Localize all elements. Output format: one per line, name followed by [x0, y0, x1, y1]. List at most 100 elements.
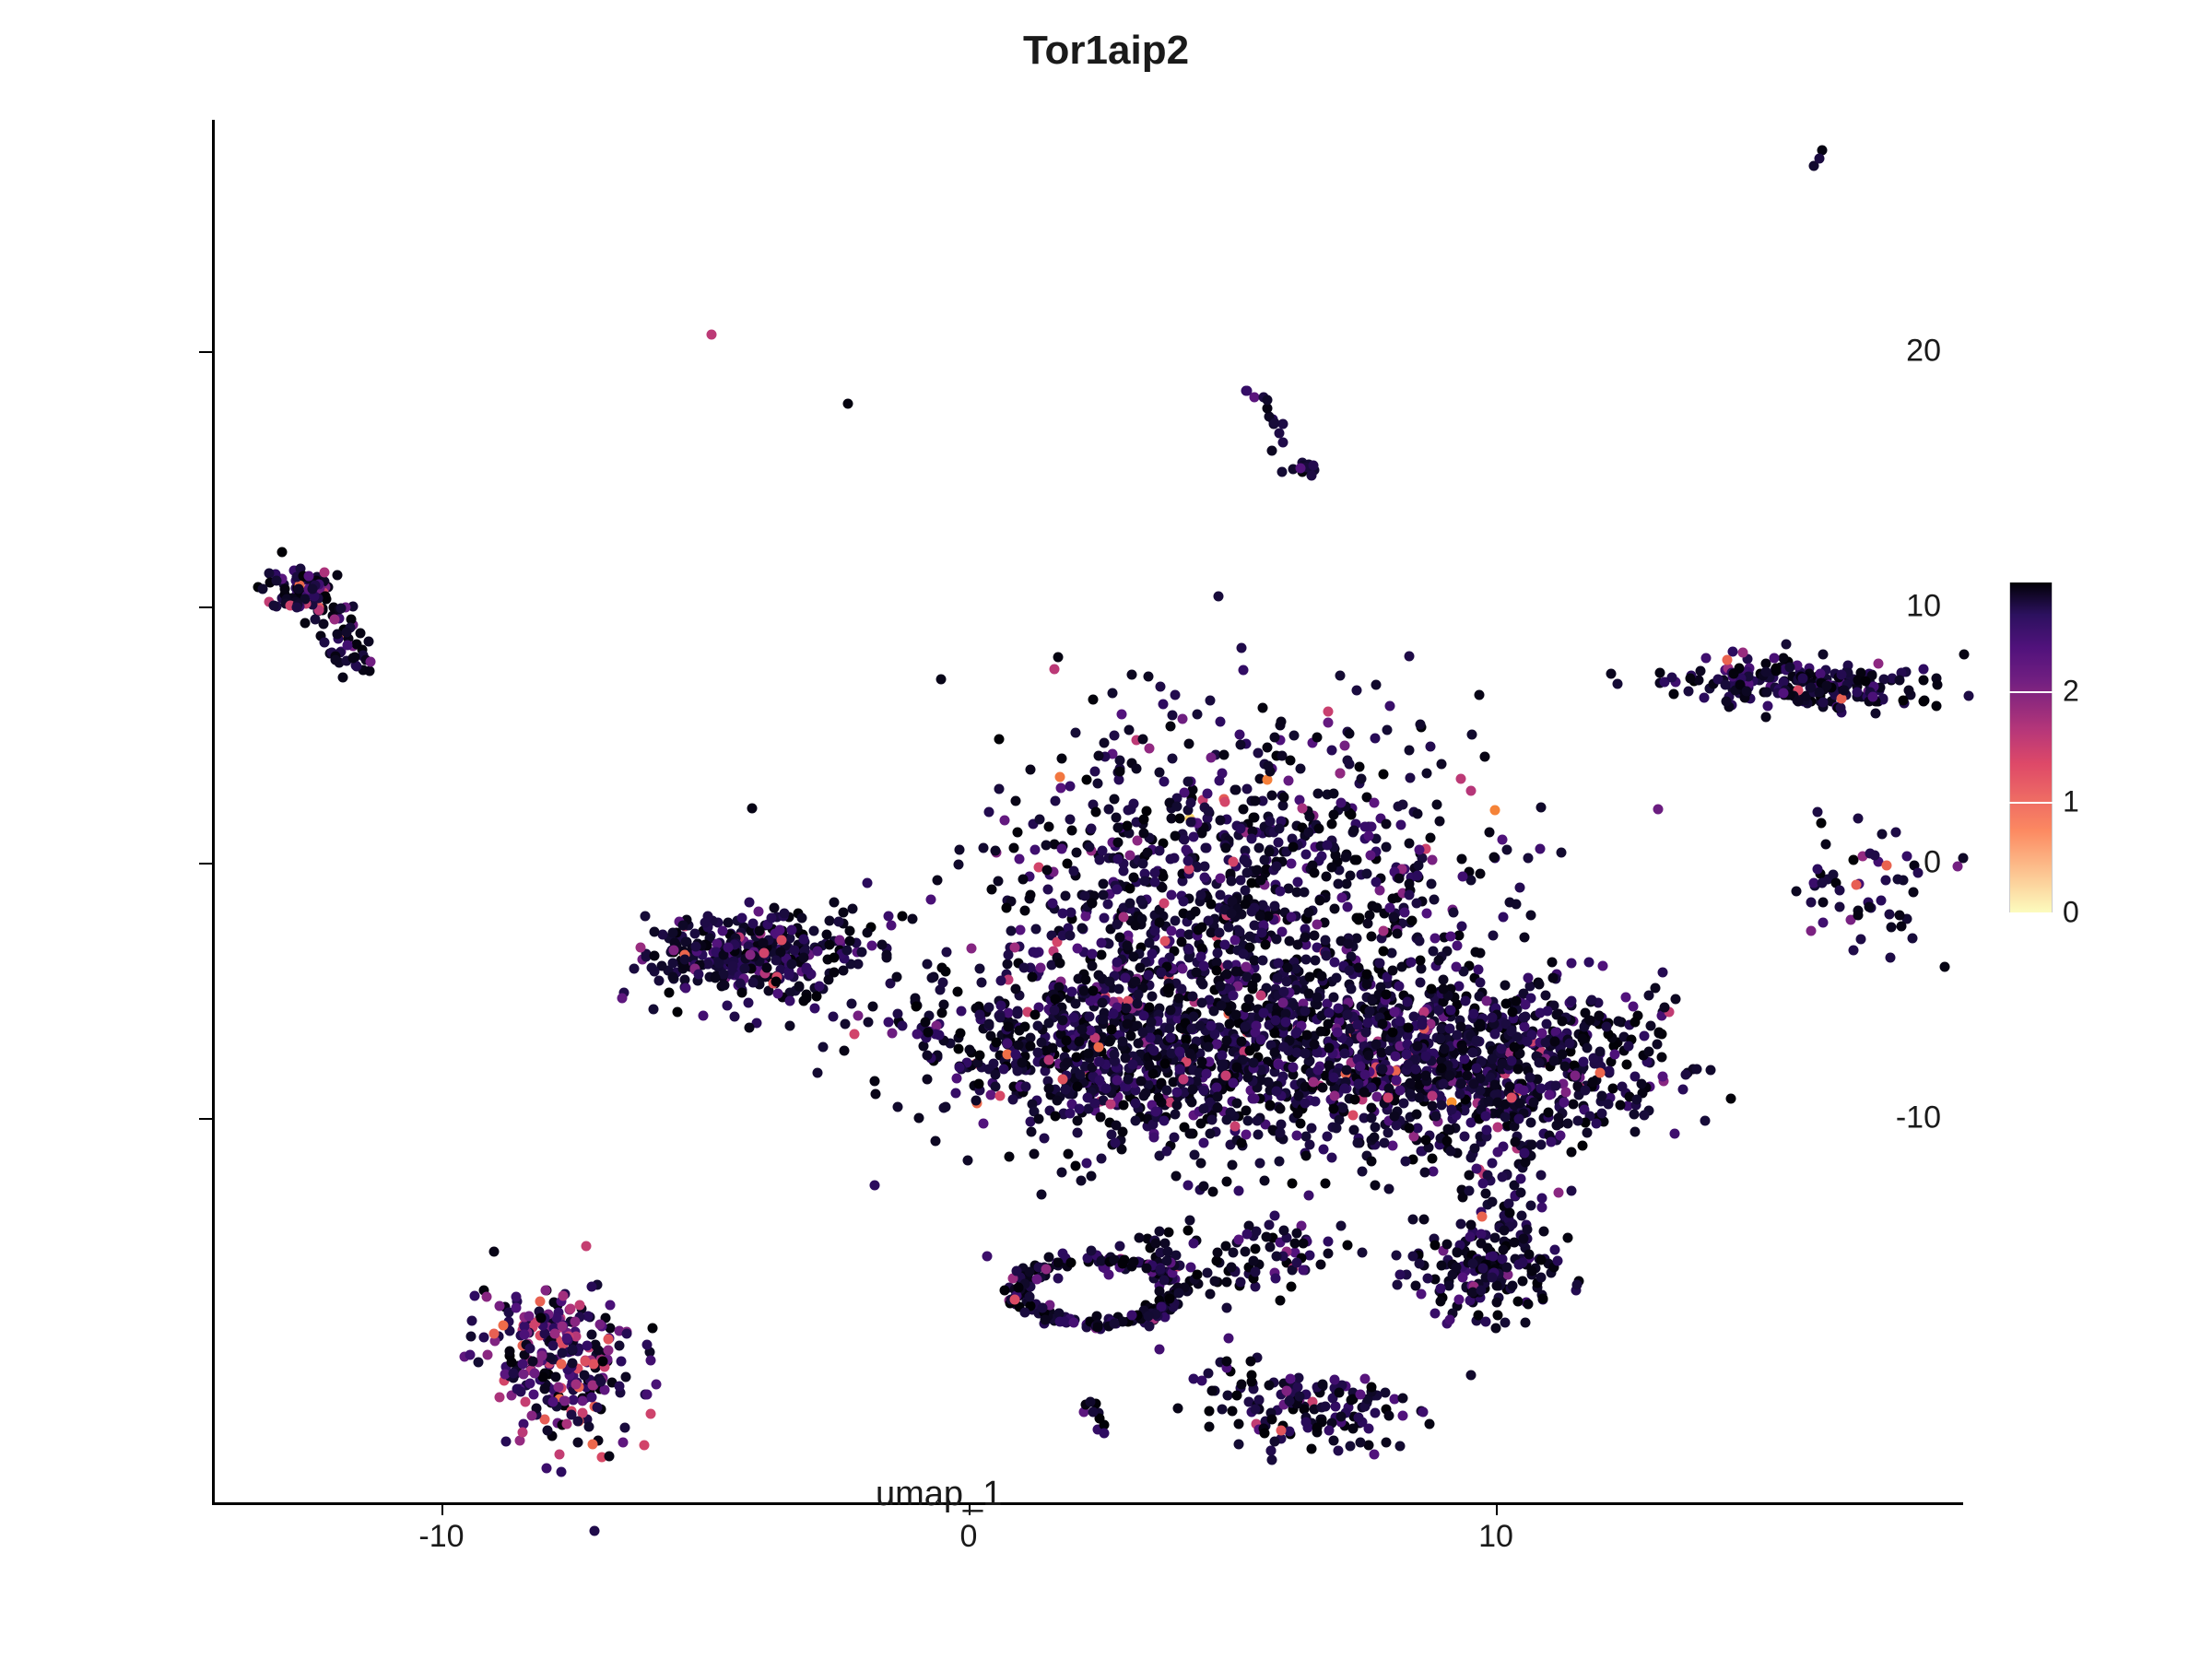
cell-point — [1065, 782, 1075, 792]
cell-point — [1769, 653, 1779, 663]
cell-point — [1596, 1090, 1606, 1100]
cell-point — [1267, 445, 1277, 455]
cell-point — [293, 584, 303, 594]
cell-point — [986, 885, 996, 895]
cell-point — [1159, 700, 1169, 710]
cell-point — [1401, 1157, 1411, 1167]
cell-point — [1412, 898, 1422, 908]
cell-point — [1566, 996, 1576, 1006]
cell-point — [1020, 905, 1030, 915]
cell-point — [1466, 1219, 1477, 1230]
cell-point — [1031, 1274, 1041, 1284]
cell-point — [1489, 1232, 1500, 1242]
cell-point — [1538, 1227, 1548, 1237]
cell-point — [770, 902, 780, 912]
cell-point — [1327, 862, 1337, 872]
cell-point — [481, 1291, 491, 1301]
cell-point — [1080, 911, 1090, 921]
cell-point — [1388, 1140, 1398, 1150]
cell-point — [1106, 1099, 1116, 1109]
cell-point — [1545, 1089, 1555, 1100]
cell-point — [617, 994, 627, 1004]
cell-point — [495, 1392, 505, 1402]
cell-point — [1426, 984, 1436, 994]
cell-point — [1196, 951, 1206, 961]
cell-point — [1255, 875, 1265, 885]
cell-point — [1000, 815, 1010, 825]
legend-label-0: 0 — [2063, 896, 2079, 930]
cell-point — [1223, 923, 1233, 933]
cell-point — [1479, 752, 1489, 762]
cell-point — [571, 1380, 582, 1390]
cell-point — [1207, 1115, 1218, 1125]
cell-point — [1071, 999, 1081, 1009]
cell-point — [1166, 889, 1176, 900]
cell-point — [773, 989, 783, 999]
chart-title: Tor1aip2 — [0, 28, 2212, 74]
cell-point — [1016, 925, 1026, 935]
cell-point — [308, 584, 318, 594]
cell-point — [319, 567, 329, 577]
cell-point — [356, 629, 366, 639]
cell-point — [1459, 1054, 1469, 1065]
cell-point — [1503, 1199, 1513, 1209]
cell-point — [1849, 945, 1859, 955]
cell-point — [1344, 939, 1354, 949]
cell-point — [1272, 935, 1282, 945]
color-legend-bar[interactable] — [2009, 581, 2053, 914]
cell-point — [1492, 1147, 1502, 1158]
cell-point — [1508, 1281, 1518, 1291]
cell-point — [1644, 991, 1654, 1001]
cell-point — [1818, 898, 1829, 908]
cell-point — [1560, 1087, 1571, 1097]
cell-point — [1229, 1248, 1239, 1258]
cell-point — [618, 1437, 628, 1447]
cell-point — [996, 975, 1006, 985]
cell-point — [1266, 1415, 1277, 1425]
cell-point — [1265, 1381, 1275, 1391]
cell-point — [1033, 1020, 1043, 1030]
cell-point — [844, 926, 854, 936]
cell-point — [1227, 876, 1237, 886]
cell-point — [1230, 1121, 1240, 1131]
cell-point — [1200, 843, 1210, 853]
cell-point — [1380, 1138, 1390, 1148]
cell-point — [1699, 692, 1709, 702]
cell-point — [1558, 1050, 1568, 1060]
cell-point — [1248, 813, 1258, 823]
cell-point — [1473, 965, 1483, 975]
cell-point — [1208, 1187, 1218, 1197]
cell-point — [1606, 668, 1617, 678]
cell-point — [1057, 908, 1067, 918]
cell-point — [1247, 1376, 1257, 1386]
cell-point — [1300, 933, 1311, 943]
cell-point — [1874, 658, 1884, 668]
cell-point — [1260, 940, 1270, 950]
cell-point — [1025, 764, 1035, 774]
cell-point — [649, 950, 659, 960]
cell-point — [1122, 1004, 1132, 1014]
cell-point — [1236, 823, 1246, 833]
cell-point — [1265, 1100, 1276, 1110]
cell-point — [1033, 1047, 1043, 1057]
cell-point — [1128, 872, 1138, 882]
cell-point — [1256, 928, 1266, 938]
cell-point — [1108, 1008, 1118, 1018]
cell-point — [1241, 961, 1251, 971]
cell-point — [1340, 1048, 1350, 1058]
cell-point — [1355, 1438, 1365, 1448]
cell-point — [748, 977, 759, 987]
cell-point — [818, 1042, 828, 1053]
cell-point — [1760, 666, 1771, 677]
cell-point — [1218, 750, 1229, 760]
cell-point — [1856, 934, 1866, 944]
cell-point — [1324, 1043, 1334, 1053]
cell-point — [936, 1008, 947, 1018]
cell-point — [1181, 845, 1191, 855]
cell-point — [850, 1029, 860, 1039]
cell-point — [1054, 772, 1065, 782]
cell-point — [535, 1296, 546, 1306]
cell-point — [1143, 971, 1153, 981]
cell-point — [1908, 933, 1918, 943]
cell-point — [1464, 1186, 1474, 1196]
